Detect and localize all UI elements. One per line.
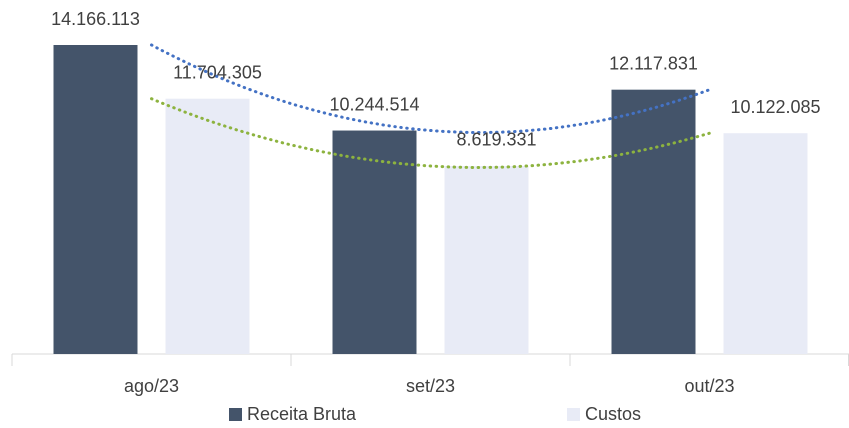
x-tick-label: ago/23 [124, 376, 179, 396]
bar [723, 133, 808, 354]
bar [611, 89, 696, 354]
data-label: 8.619.331 [456, 130, 536, 150]
data-label: 10.122.085 [730, 97, 820, 117]
data-label: 12.117.831 [609, 53, 698, 73]
data-label: 11.704.305 [173, 62, 262, 82]
data-label: 10.244.514 [329, 94, 419, 114]
trendline [150, 43, 711, 134]
bar [332, 130, 417, 354]
bar [444, 165, 529, 354]
trendline [150, 97, 711, 170]
legend-swatch [229, 408, 242, 421]
legend-swatch [567, 408, 580, 421]
legend-label: Custos [585, 404, 641, 424]
legend-label: Receita Bruta [247, 404, 357, 424]
data-label: 14.166.113 [51, 9, 140, 29]
x-tick-label: out/23 [684, 376, 734, 396]
bar [53, 45, 138, 355]
bar [165, 98, 250, 354]
x-tick-label: set/23 [406, 376, 455, 396]
